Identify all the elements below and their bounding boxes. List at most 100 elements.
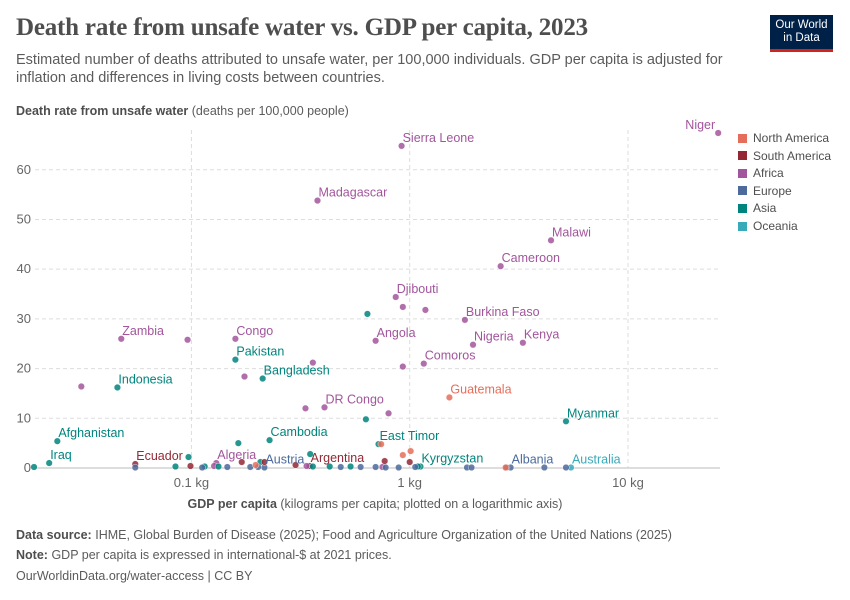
legend-item[interactable]: Asia bbox=[738, 201, 776, 215]
data-point bbox=[113, 383, 121, 391]
x-tick-label: 0.1 kg bbox=[174, 475, 209, 490]
point-label: Comoros bbox=[425, 349, 476, 363]
legend-swatch bbox=[738, 151, 747, 161]
data-point bbox=[562, 464, 570, 472]
source-note: Data source: IHME, Global Burden of Dise… bbox=[16, 528, 672, 542]
legend-label: South America bbox=[753, 148, 832, 163]
legend-label: Europe bbox=[753, 183, 792, 198]
x-tick-label: 1 kg bbox=[397, 475, 422, 490]
point-label: Bangladesh bbox=[264, 364, 330, 378]
data-point bbox=[399, 451, 407, 459]
data-point bbox=[540, 464, 548, 472]
data-point bbox=[252, 461, 260, 469]
data-point bbox=[357, 463, 365, 471]
data-point bbox=[519, 339, 527, 347]
data-point bbox=[223, 463, 231, 471]
y-tick-label: 0 bbox=[24, 460, 31, 475]
data-point bbox=[309, 463, 317, 471]
legend-swatch bbox=[738, 133, 747, 143]
legend-swatch bbox=[738, 221, 747, 231]
legend-item[interactable]: Africa bbox=[738, 166, 784, 180]
y-tick-label: 30 bbox=[17, 311, 31, 326]
data-point bbox=[184, 336, 192, 344]
data-point bbox=[266, 436, 274, 444]
data-point bbox=[240, 373, 248, 381]
data-point bbox=[231, 335, 239, 343]
point-label: Indonesia bbox=[118, 372, 172, 386]
data-point bbox=[502, 464, 510, 472]
data-point bbox=[372, 463, 380, 471]
point-label: Iraq bbox=[50, 448, 72, 462]
data-point bbox=[398, 142, 406, 150]
point-label: Kyrgyzstan bbox=[421, 452, 483, 466]
chart-title: Death rate from unsafe water vs. GDP per… bbox=[16, 14, 588, 41]
point-label: Malawi bbox=[552, 225, 591, 239]
point-label: Kenya bbox=[524, 328, 559, 342]
data-point bbox=[407, 447, 415, 455]
point-label: Angola bbox=[377, 326, 416, 340]
data-point bbox=[420, 360, 428, 368]
point-label: DR Congo bbox=[325, 392, 383, 406]
data-point bbox=[234, 439, 242, 447]
data-point bbox=[468, 464, 476, 472]
data-point bbox=[238, 458, 246, 466]
data-point bbox=[185, 453, 193, 461]
data-point bbox=[45, 459, 53, 467]
data-point bbox=[382, 464, 390, 472]
data-point bbox=[347, 463, 355, 471]
data-point bbox=[326, 463, 334, 471]
data-point bbox=[399, 363, 407, 371]
point-label: Albania bbox=[512, 453, 554, 467]
point-label: Cambodia bbox=[271, 425, 328, 439]
point-label: Australia bbox=[572, 453, 621, 467]
data-point bbox=[399, 303, 407, 311]
x-tick-label: 10 kg bbox=[612, 475, 644, 490]
data-point bbox=[411, 463, 419, 471]
data-point bbox=[562, 417, 570, 425]
point-label: Djibouti bbox=[397, 282, 439, 296]
point-label: Sierra Leone bbox=[403, 131, 475, 145]
data-point bbox=[372, 337, 380, 345]
legend-item[interactable]: Oceania bbox=[738, 219, 798, 233]
data-point bbox=[461, 316, 469, 324]
legend-label: North America bbox=[753, 131, 830, 145]
data-point bbox=[421, 306, 429, 314]
y-tick-label: 60 bbox=[17, 162, 31, 177]
legend-swatch bbox=[738, 186, 747, 196]
data-point bbox=[714, 129, 722, 137]
y-tick-label: 20 bbox=[17, 361, 31, 376]
legend-label: Oceania bbox=[753, 219, 798, 233]
legend-swatch bbox=[738, 168, 747, 178]
data-point bbox=[260, 458, 268, 466]
data-point bbox=[198, 464, 206, 472]
point-label: Pakistan bbox=[236, 345, 284, 359]
data-point bbox=[214, 463, 222, 471]
legend-item[interactable]: North America bbox=[738, 131, 829, 145]
legend-label: Asia bbox=[753, 201, 777, 216]
data-point bbox=[395, 464, 403, 472]
legend-item[interactable]: South America bbox=[738, 149, 831, 163]
data-point bbox=[377, 440, 385, 448]
point-label: East Timor bbox=[380, 429, 440, 443]
point-label: Cameroon bbox=[502, 251, 560, 265]
data-point bbox=[131, 464, 139, 472]
data-point bbox=[362, 415, 370, 423]
point-label: Afghanistan bbox=[58, 426, 124, 440]
data-point bbox=[385, 409, 393, 417]
owid-logo[interactable]: Our World in Data bbox=[770, 15, 833, 52]
data-point bbox=[337, 463, 345, 471]
data-point bbox=[309, 359, 317, 367]
data-point bbox=[306, 450, 314, 458]
point-label: Argentina bbox=[311, 451, 365, 465]
data-point bbox=[469, 341, 477, 349]
data-point bbox=[497, 262, 505, 270]
data-point bbox=[547, 236, 555, 244]
y-axis-label: Death rate from unsafe water (deaths per… bbox=[16, 104, 349, 118]
data-point bbox=[313, 197, 321, 205]
url-license[interactable]: OurWorldinData.org/water-access | CC BY bbox=[16, 569, 253, 583]
x-axis-label: GDP per capita (kilograms per capita; pl… bbox=[188, 497, 563, 511]
legend-item[interactable]: Europe bbox=[738, 184, 792, 198]
point-label: Guatemala bbox=[450, 382, 511, 396]
point-label: Congo bbox=[236, 324, 273, 338]
